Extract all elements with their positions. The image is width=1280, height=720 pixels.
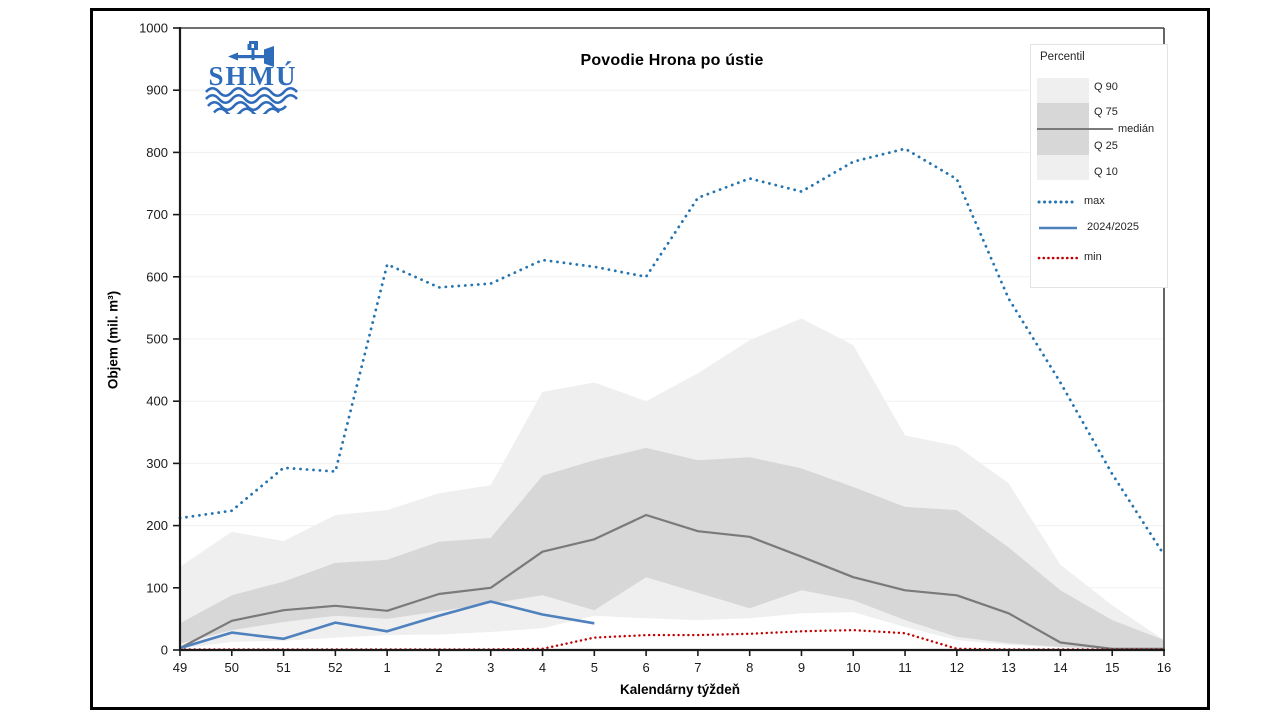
x-tick-label: 7	[694, 660, 701, 675]
x-tick-label: 52	[328, 660, 342, 675]
max-line-swatch	[1037, 200, 1079, 204]
x-tick-label: 15	[1105, 660, 1119, 675]
x-tick-label: 13	[1001, 660, 1015, 675]
y-tick-label: 400	[146, 394, 168, 409]
x-tick-label: 50	[225, 660, 239, 675]
logo-waves-icon	[205, 86, 298, 114]
legend-label-q90: Q 90	[1094, 81, 1118, 93]
legend-label-max: max	[1084, 195, 1105, 207]
q10-band-swatch	[1037, 155, 1089, 180]
x-tick-label: 16	[1157, 660, 1171, 675]
x-tick-label: 11	[898, 660, 912, 675]
y-tick-label: 700	[146, 207, 168, 222]
x-tick-label: 6	[642, 660, 649, 675]
x-tick-label: 2	[435, 660, 442, 675]
legend-label-q25: Q 25	[1094, 140, 1118, 152]
weather-vane-icon	[228, 41, 274, 67]
x-tick-label: 49	[173, 660, 187, 675]
shmu-logo: SHMÚ	[205, 41, 298, 114]
percentile-band-swatch	[1037, 78, 1089, 180]
y-tick-label: 500	[146, 332, 168, 347]
x-tick-label: 51	[276, 660, 290, 675]
x-tick-label: 4	[539, 660, 546, 675]
y-tick-label: 100	[146, 580, 168, 595]
legend-label-q75: Q 75	[1094, 106, 1118, 118]
current-line-swatch	[1039, 226, 1077, 230]
medián-line	[179, 513, 1164, 650]
x-tick-label: 14	[1053, 660, 1067, 675]
x-tick-label: 5	[591, 660, 598, 675]
y-tick-label: 200	[146, 518, 168, 533]
legend-label-q10: Q 10	[1094, 166, 1118, 178]
legend-label-current: 2024/2025	[1087, 221, 1139, 233]
current-year-line	[179, 600, 595, 650]
legend-label-median: medián	[1118, 123, 1155, 135]
legend-label-min: min	[1084, 251, 1102, 263]
x-tick-label: 1	[384, 660, 391, 675]
x-tick-label: 12	[950, 660, 964, 675]
x-tick-label: 3	[487, 660, 494, 675]
max-line	[178, 147, 1166, 557]
x-tick-label: 10	[846, 660, 860, 675]
y-tick-label: 600	[146, 269, 168, 284]
y-axis-label: Objem (mil. m³)	[105, 290, 121, 390]
chart-title: Povodie Hrona po ústie	[580, 52, 764, 69]
q90-band-swatch	[1037, 78, 1089, 103]
y-tick-label: 800	[146, 145, 168, 160]
x-tick-label: 8	[746, 660, 753, 675]
x-axis-label: Kalendárny týždeň	[619, 682, 741, 697]
legend-title: Percentil	[1040, 51, 1085, 63]
y-tick-label: 1000	[139, 21, 168, 36]
logo-text: SHMÚ	[209, 61, 298, 91]
min-line-swatch	[1037, 256, 1079, 260]
y-tick-label: 300	[146, 456, 168, 471]
x-tick-label: 9	[798, 660, 805, 675]
y-tick-label: 900	[146, 83, 168, 98]
median-line-swatch	[1037, 128, 1113, 130]
y-tick-label: 0	[161, 643, 168, 658]
